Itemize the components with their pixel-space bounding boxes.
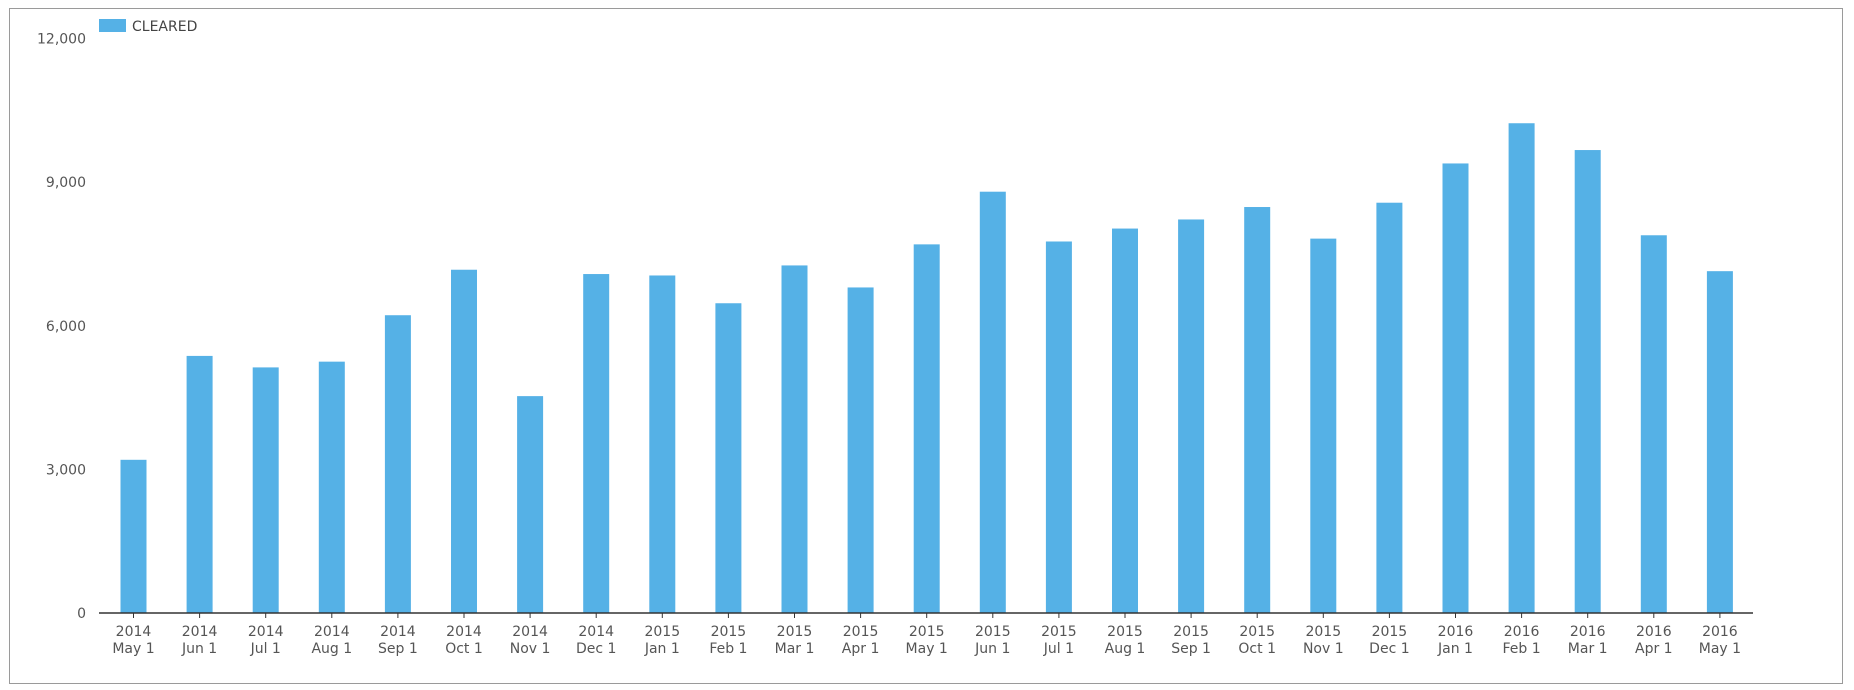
bar[interactable] [715,303,742,613]
x-tick-label-month: May 1 [112,641,154,657]
x-tick-label-month: Sep 1 [1171,641,1211,657]
bar[interactable] [384,315,411,613]
bar[interactable] [1244,207,1271,613]
x-tick-label-month: Jun 1 [181,641,217,657]
x-tick-label-month: Jan 1 [1437,641,1473,657]
x-tick-label-year: 2015 [843,624,879,640]
x-tick-label-year: 2014 [380,624,416,640]
x-tick-label-year: 2015 [1372,624,1408,640]
bar[interactable] [1310,238,1337,613]
x-tick-label-month: Aug 1 [311,641,352,657]
x-tick-label-month: Nov 1 [510,641,551,657]
bar[interactable] [781,265,808,613]
x-tick-label-month: Dec 1 [576,641,616,657]
bar[interactable] [1178,219,1205,613]
x-tick-label-month: Jul 1 [1043,641,1074,657]
y-tick-label: 6,000 [46,319,86,335]
x-tick-label-month: Apr 1 [842,641,880,657]
x-tick-label-year: 2015 [1173,624,1209,640]
bar[interactable] [1045,241,1072,614]
x-tick-label-month: Dec 1 [1369,641,1409,657]
x-tick-label-year: 2015 [975,624,1011,640]
x-tick-label-year: 2014 [182,624,218,640]
x-tick-label-month: May 1 [906,641,948,657]
x-tick-label-year: 2016 [1702,624,1738,640]
bar[interactable] [847,287,874,613]
bar[interactable] [1574,150,1601,613]
bar[interactable] [517,396,544,613]
x-tick-label-year: 2015 [777,624,813,640]
x-tick-label-year: 2014 [248,624,284,640]
bar[interactable] [451,269,477,613]
x-tick-label-month: Nov 1 [1303,641,1344,657]
y-tick-label: 0 [77,606,86,622]
x-tick-label-year: 2015 [644,624,680,640]
x-tick-label-month: Oct 1 [1238,641,1276,657]
x-tick-label-year: 2015 [1305,624,1341,640]
bar[interactable] [1376,202,1403,613]
bar[interactable] [1442,163,1469,614]
x-tick-label-month: Jul 1 [250,641,281,657]
x-tick-label-year: 2014 [116,624,152,640]
bar[interactable] [979,191,1006,613]
x-tick-label-year: 2016 [1570,624,1606,640]
bar[interactable] [1706,271,1733,613]
x-tick-label-year: 2015 [1239,624,1275,640]
y-tick-label: 12,000 [37,32,86,48]
x-tick-label-month: Jan 1 [644,641,680,657]
x-tick-label-year: 2014 [314,624,350,640]
bar[interactable] [1112,228,1138,613]
legend: CLEARED [99,19,197,35]
bar[interactable] [913,244,940,614]
x-tick-label-year: 2014 [446,624,482,640]
x-tick-label-month: May 1 [1699,641,1741,657]
x-tick-label-year: 2016 [1504,624,1540,640]
bar[interactable] [318,361,345,613]
bar[interactable] [1640,235,1667,614]
x-tick-label-year: 2014 [578,624,614,640]
x-tick-label-month: Feb 1 [709,641,747,657]
x-tick-label-month: Sep 1 [378,641,418,657]
x-tick-label-year: 2015 [909,624,945,640]
x-tick-label-year: 2016 [1636,624,1672,640]
legend-label-cleared: CLEARED [132,19,197,35]
x-tick-label-year: 2015 [1107,624,1143,640]
y-tick-label: 3,000 [46,462,86,478]
bar[interactable] [583,274,610,613]
bar[interactable] [186,355,213,613]
bar[interactable] [649,275,676,613]
x-tick-label-month: Mar 1 [1568,641,1608,657]
x-tick-label-month: Feb 1 [1503,641,1541,657]
x-tick-label-month: Aug 1 [1105,641,1146,657]
x-tick-label-month: Apr 1 [1635,641,1673,657]
x-tick-label-year: 2015 [711,624,747,640]
bar[interactable] [1508,123,1535,614]
x-tick-label-year: 2015 [1041,624,1077,640]
x-tick-label-month: Oct 1 [445,641,483,657]
y-tick-label: 9,000 [46,175,86,191]
y-axis-ticks: 0 3,000 6,000 9,000 12,000 [37,32,86,623]
bar[interactable] [120,459,147,613]
x-tick-label-month: Mar 1 [775,641,815,657]
legend-swatch-cleared [99,19,126,32]
bar[interactable] [252,367,279,613]
x-tick-label-year: 2014 [512,624,548,640]
x-tick-label-month: Jun 1 [974,641,1010,657]
bars [120,123,1733,614]
x-tick-label-year: 2016 [1438,624,1474,640]
